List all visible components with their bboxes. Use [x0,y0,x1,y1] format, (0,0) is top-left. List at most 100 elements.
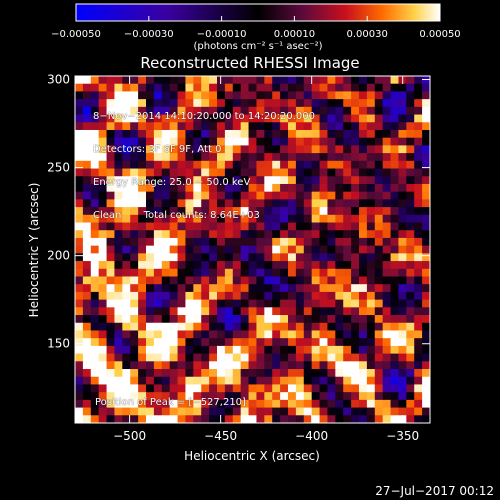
heatmap-cell [98,160,107,169]
heatmap-cell [146,361,155,370]
heatmap-cell [161,160,171,169]
heatmap-cell [374,137,384,146]
heatmap-cell [414,407,423,416]
heatmap-cell [224,384,234,393]
heatmap-cell [90,91,100,100]
heatmap-cell [319,330,328,339]
heatmap-cell [232,168,242,177]
heatmap-cell [201,168,210,177]
heatmap-cell [146,99,155,108]
heatmap-cell [185,291,194,301]
heatmap-cell [390,307,399,316]
heatmap-cell [359,245,368,254]
heatmap-cell [311,384,320,393]
heatmap-cell [130,261,139,270]
heatmap-cell [201,284,210,293]
heatmap-cell [272,261,281,270]
heatmap-cell [351,199,360,208]
heatmap-cell [335,399,344,408]
heatmap-cell [264,284,273,293]
heatmap-cell [106,214,115,223]
heatmap-cell [280,345,289,354]
heatmap-cell [398,284,407,293]
heatmap-cell [217,145,226,154]
heatmap-cell [240,153,249,162]
heatmap-cell [224,145,234,154]
heatmap-cell [303,168,313,177]
heatmap-cell [264,299,273,308]
heatmap-cell [414,176,423,185]
heatmap-cell [280,261,289,270]
heatmap-cell [217,237,226,247]
heatmap-cell [106,129,115,139]
heatmap-cell [382,91,391,100]
heatmap-cell [161,299,171,308]
heatmap-cell [382,307,391,316]
heatmap-cell [201,261,210,270]
heatmap-cell [327,330,336,339]
heatmap-cell [193,245,202,254]
heatmap-cell [232,361,242,370]
heatmap-cell [351,168,360,177]
heatmap-cell [256,222,265,231]
heatmap-cell [146,191,155,200]
heatmap-cell [319,106,328,115]
heatmap-cell [272,183,281,193]
heatmap-cell [303,129,313,139]
heatmap-cell [382,145,391,154]
heatmap-cell [217,160,226,169]
heatmap-cell [90,237,100,247]
heatmap-cell [240,253,249,262]
heatmap-cell [414,261,423,270]
heatmap-cell [359,353,368,362]
heatmap-cell [295,122,305,131]
heatmap-cell [177,106,186,115]
heatmap-cell [422,145,431,154]
heatmap-cell [319,345,328,354]
heatmap-cell [280,222,289,231]
heatmap-cell [217,114,226,123]
heatmap-cell [390,122,399,131]
heatmap-cell [177,261,186,270]
heatmap-cell [366,137,376,146]
heatmap-cell [209,191,218,200]
heatmap-cell [106,407,115,416]
heatmap-cell [398,199,407,208]
plot-frame [74,75,431,424]
heatmap-cell [327,345,336,354]
heatmap-cell [82,407,92,416]
heatmap-cell [201,214,210,223]
heatmap-cell [382,99,391,108]
heatmap-cell [319,361,328,370]
heatmap-cell [343,191,352,200]
heatmap-cell [240,199,249,208]
heatmap-cell [311,129,320,139]
heatmap-cell [382,345,391,354]
heatmap-cell [335,137,344,146]
heatmap-cell [311,399,320,408]
heatmap-cell [422,122,431,131]
heatmap-cell [303,361,313,370]
heatmap-cell [114,106,123,115]
heatmap-cell [82,183,92,193]
heatmap-cell [217,222,226,231]
heatmap-cell [288,284,297,293]
heatmap-cell [98,199,107,208]
heatmap-cell [161,76,171,85]
heatmap-cell [390,153,399,162]
heatmap-cell [319,245,328,254]
heatmap-cell [422,276,431,285]
heatmap-cell [374,315,384,324]
heatmap-cell [193,399,202,408]
heatmap-cell [248,361,257,370]
heatmap-cell [374,230,384,239]
heatmap-cell [248,384,257,393]
heatmap-cell [398,237,407,247]
heatmap-cell [382,191,391,200]
heatmap-cell [256,399,265,408]
heatmap-cell [390,369,399,378]
heatmap-cell [201,237,210,247]
heatmap-cell [351,253,360,262]
heatmap-cell [185,137,194,146]
heatmap-cell [351,415,360,424]
